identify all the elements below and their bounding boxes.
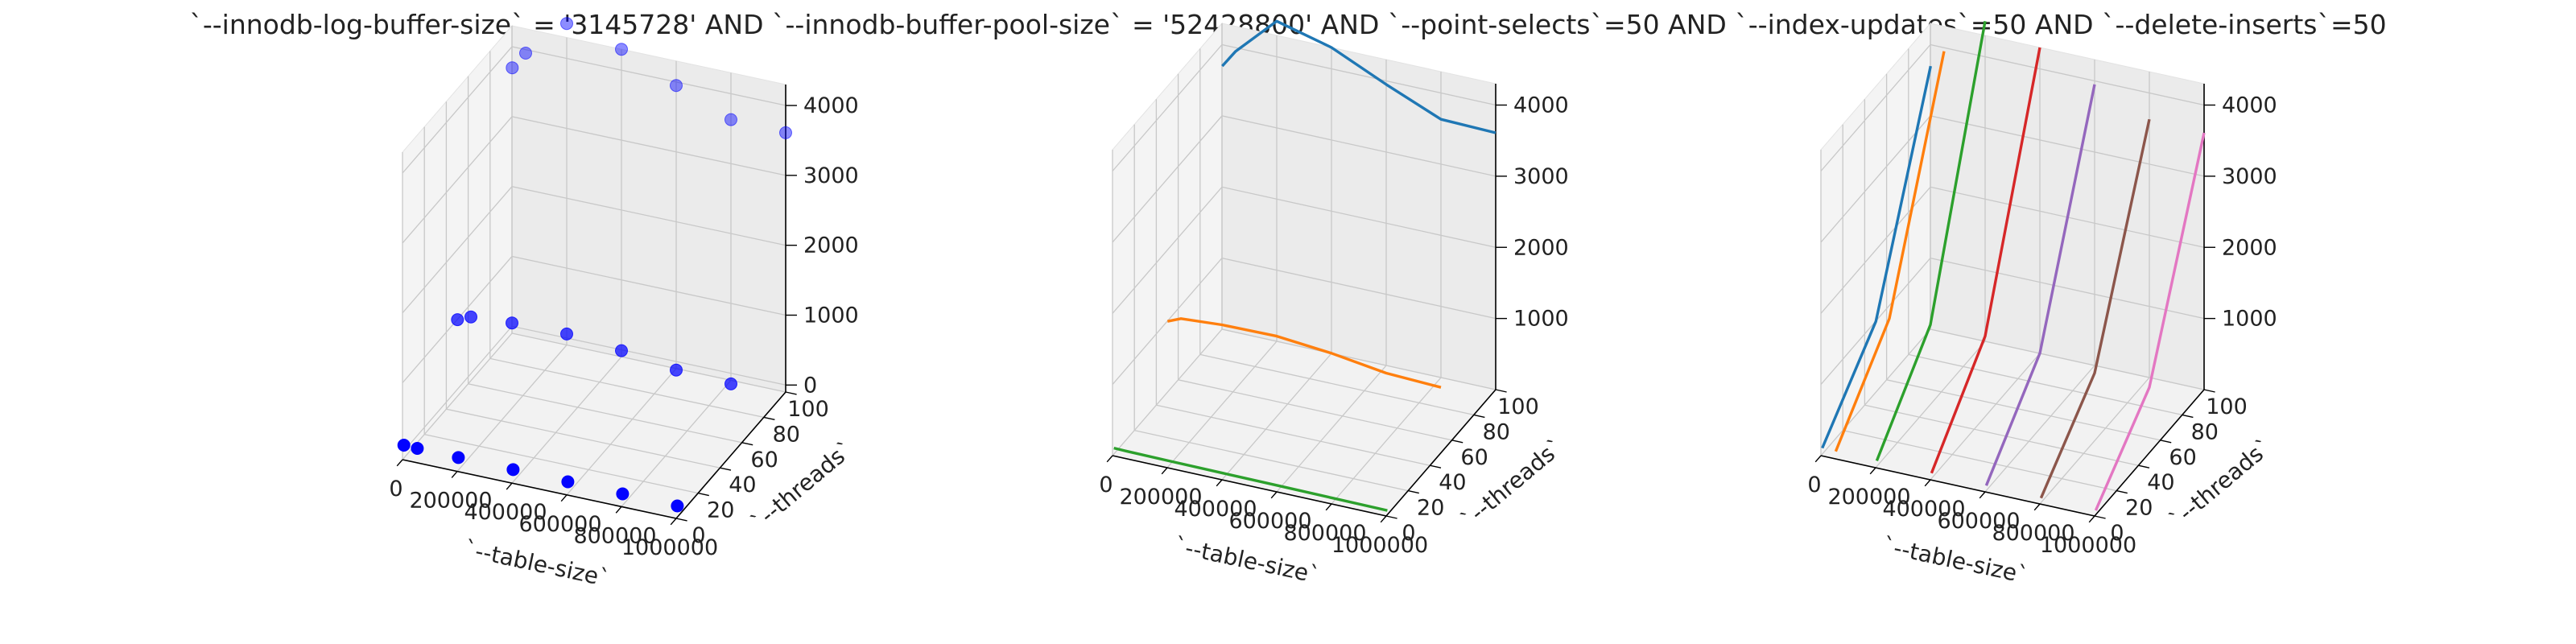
- x-tick-mark: [1381, 516, 1386, 522]
- z-tick-label: 4000: [803, 93, 859, 118]
- y-tick-label: 100: [787, 397, 829, 422]
- x-tick-mark: [1326, 504, 1331, 510]
- z-tick-label: 2000: [1513, 235, 1569, 260]
- x-tick-mark: [671, 518, 676, 525]
- scatter-point: [671, 500, 683, 512]
- scatter-point: [452, 452, 464, 464]
- scatter-point: [617, 488, 629, 500]
- z-tick-label: 1000: [1513, 307, 1569, 332]
- z-tick-label: 2000: [2222, 235, 2277, 260]
- z-tick-label: 3000: [2222, 164, 2277, 189]
- y-tick-mark: [2116, 491, 2128, 493]
- y-tick-label: 20: [707, 498, 734, 523]
- y-tick-label: 80: [2191, 419, 2219, 444]
- y-tick-mark: [742, 443, 753, 445]
- x-tick-mark: [1815, 456, 1821, 462]
- scatter-3d-plot: 0 200000400000600000800000100000002040608…: [389, 18, 858, 592]
- y-tick-label: 0: [691, 523, 705, 548]
- y-tick-mark: [698, 493, 709, 496]
- x-tick-mark: [397, 460, 402, 466]
- y-tick-mark: [2182, 415, 2194, 417]
- scatter-point: [561, 18, 573, 30]
- scatter-point: [411, 443, 423, 455]
- y-tick-label: 80: [773, 422, 800, 447]
- y-tick-label: 60: [2169, 445, 2196, 470]
- x-tick-mark: [1870, 468, 1876, 474]
- x-tick-label: 0: [1099, 473, 1113, 497]
- z-tick-label: 2000: [803, 233, 859, 258]
- scatter-point: [507, 464, 519, 476]
- scatter-point: [671, 80, 683, 92]
- z-tick-label: 4000: [2222, 93, 2277, 118]
- scatter-point: [561, 328, 573, 340]
- y-tick-label: 20: [2125, 496, 2153, 521]
- z-tick-label: 1000: [803, 303, 859, 328]
- y-tick-mark: [1386, 516, 1397, 518]
- y-tick-label: 60: [750, 448, 778, 473]
- y-tick-mark: [1408, 491, 1419, 493]
- scatter-point: [520, 47, 532, 60]
- z-tick-label: 3000: [803, 163, 859, 188]
- x-tick-mark: [1925, 480, 1930, 486]
- y-tick-mark: [2138, 465, 2149, 468]
- y-tick-mark: [2204, 390, 2215, 392]
- y-tick-mark: [676, 518, 687, 521]
- z-tick-label: 1000: [2222, 307, 2277, 332]
- x-tick-mark: [1979, 492, 1985, 498]
- y-tick-label: 100: [2206, 394, 2248, 419]
- x-tick-mark: [452, 472, 457, 478]
- scatter-point: [725, 378, 737, 390]
- y-tick-label: 0: [1402, 521, 1415, 546]
- y-tick-label: 80: [1483, 419, 1510, 444]
- x-tick-mark: [616, 506, 621, 513]
- scatter-point: [398, 440, 410, 452]
- y-tick-mark: [786, 392, 797, 394]
- x-tick-mark: [506, 483, 512, 489]
- z-tick-label: 4000: [1513, 93, 1569, 118]
- scatter-point: [671, 364, 683, 376]
- y-tick-mark: [1430, 465, 1441, 468]
- y-tick-label: 40: [729, 473, 756, 497]
- y-tick-mark: [2095, 516, 2106, 518]
- y-tick-label: 40: [2147, 470, 2174, 495]
- x-tick-mark: [1107, 456, 1113, 462]
- y-tick-label: 100: [1497, 394, 1539, 419]
- y-tick-mark: [720, 468, 731, 470]
- scatter-point: [780, 126, 792, 138]
- x-tick-mark: [2089, 516, 2095, 522]
- x-tick-label: 0: [1807, 473, 1821, 497]
- scatter-point: [465, 311, 477, 323]
- scatter-point: [616, 43, 628, 56]
- y-tick-mark: [1474, 415, 1485, 417]
- y-tick-label: 0: [2110, 521, 2124, 546]
- y-tick-label: 40: [1439, 470, 1466, 495]
- x-tick-mark: [1216, 480, 1222, 486]
- x-tick-mark: [1271, 492, 1277, 498]
- x-tick-label: 0: [389, 477, 402, 502]
- x-tick-mark: [2034, 504, 2040, 510]
- scatter-point: [452, 314, 464, 326]
- y-tick-mark: [2161, 440, 2172, 443]
- x-tick-mark: [1162, 468, 1167, 474]
- back-pane: [1930, 23, 2204, 390]
- y-tick-mark: [1496, 390, 1507, 392]
- y-tick-label: 60: [1460, 445, 1488, 470]
- z-tick-label: 3000: [1513, 164, 1569, 189]
- line-3d-plot-by-table-size: 0 200000400000600000800000100000002040608…: [1807, 21, 2277, 588]
- z-tick-label: 0: [803, 373, 817, 398]
- y-tick-label: 20: [1417, 496, 1444, 521]
- scatter-point: [506, 317, 518, 329]
- scatter-point: [725, 114, 737, 126]
- y-tick-mark: [1452, 440, 1463, 443]
- scatter-point: [506, 62, 518, 74]
- x-tick-mark: [561, 495, 567, 502]
- scatter-point: [616, 345, 628, 357]
- back-pane: [512, 26, 786, 392]
- line-3d-plot-by-threads: 0 200000400000600000800000100000002040608…: [1099, 21, 1568, 588]
- y-tick-mark: [764, 417, 775, 419]
- scatter-point: [562, 476, 574, 488]
